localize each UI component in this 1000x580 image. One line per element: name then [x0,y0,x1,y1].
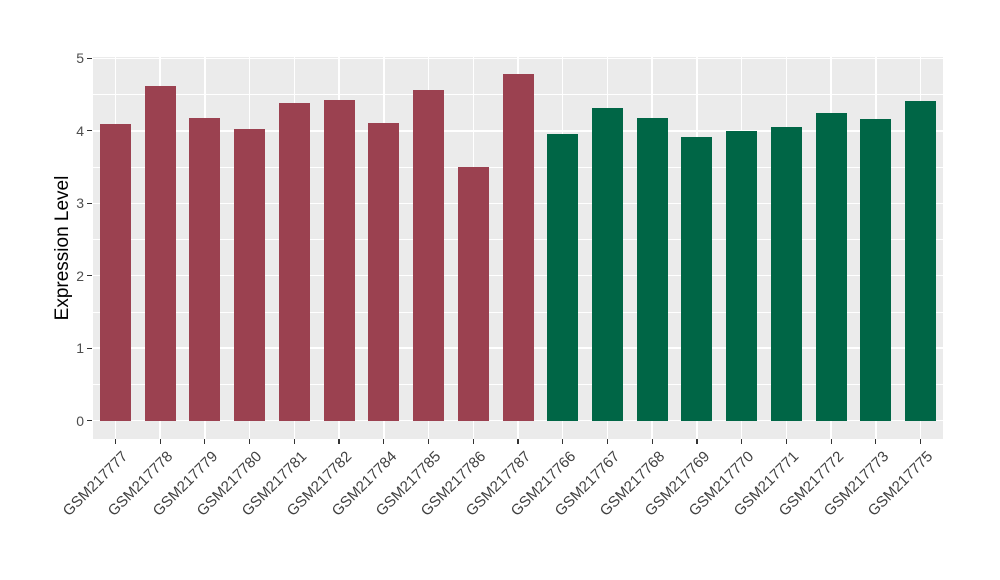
bar-GSM217779 [189,118,221,421]
bar-GSM217781 [278,102,310,421]
y-tick-label: 0 [76,412,84,429]
bar-GSM217780 [234,128,266,421]
bar-GSM217786 [457,167,489,421]
y-axis-tick [87,275,92,277]
x-axis-tick [293,439,295,444]
bar-GSM217773 [860,119,892,421]
y-tick-label: 4 [76,122,84,139]
y-axis-tick [87,347,92,349]
x-axis-tick [248,439,251,444]
y-axis-tick [87,57,92,59]
bar-GSM217782 [323,100,355,421]
y-tick-label: 1 [76,340,84,357]
x-axis-tick [830,439,832,444]
y-axis-tick [87,202,92,204]
bar-GSM217767 [591,108,623,421]
x-axis-tick [651,439,653,444]
bar-GSM217768 [636,117,668,421]
y-tick-label: 5 [76,50,84,67]
y-tick-label: 2 [76,267,84,284]
bar-GSM217766 [547,134,579,421]
x-axis-tick [204,439,206,444]
y-tick-label: 3 [76,195,84,212]
bar-GSM217771 [770,127,802,421]
bar-GSM217770 [726,130,758,421]
x-axis-tick [875,439,877,444]
x-axis-tick [785,439,787,444]
x-axis-tick [159,439,161,444]
bar-GSM217787 [502,74,534,421]
bar-GSM217775 [905,101,937,421]
x-axis-tick [114,439,116,444]
x-axis-tick [920,439,922,444]
x-axis-tick [562,439,564,444]
y-axis-tick [87,130,92,132]
x-axis-tick [741,439,743,444]
bar-GSM217784 [368,122,400,421]
bar-GSM217785 [413,90,445,421]
bar-GSM217772 [815,113,847,421]
x-axis-tick [606,439,609,444]
bar-GSM217778 [144,85,176,421]
x-axis-tick [472,439,474,444]
y-axis-tick [87,420,92,422]
x-axis-tick [383,439,385,444]
x-axis-tick [338,439,340,444]
x-axis-tick [427,439,430,444]
plot-panel [93,57,943,439]
x-axis-tick [696,439,698,444]
x-axis-tick [517,439,519,444]
bar-GSM217777 [99,123,131,421]
bar-GSM217769 [681,137,713,421]
